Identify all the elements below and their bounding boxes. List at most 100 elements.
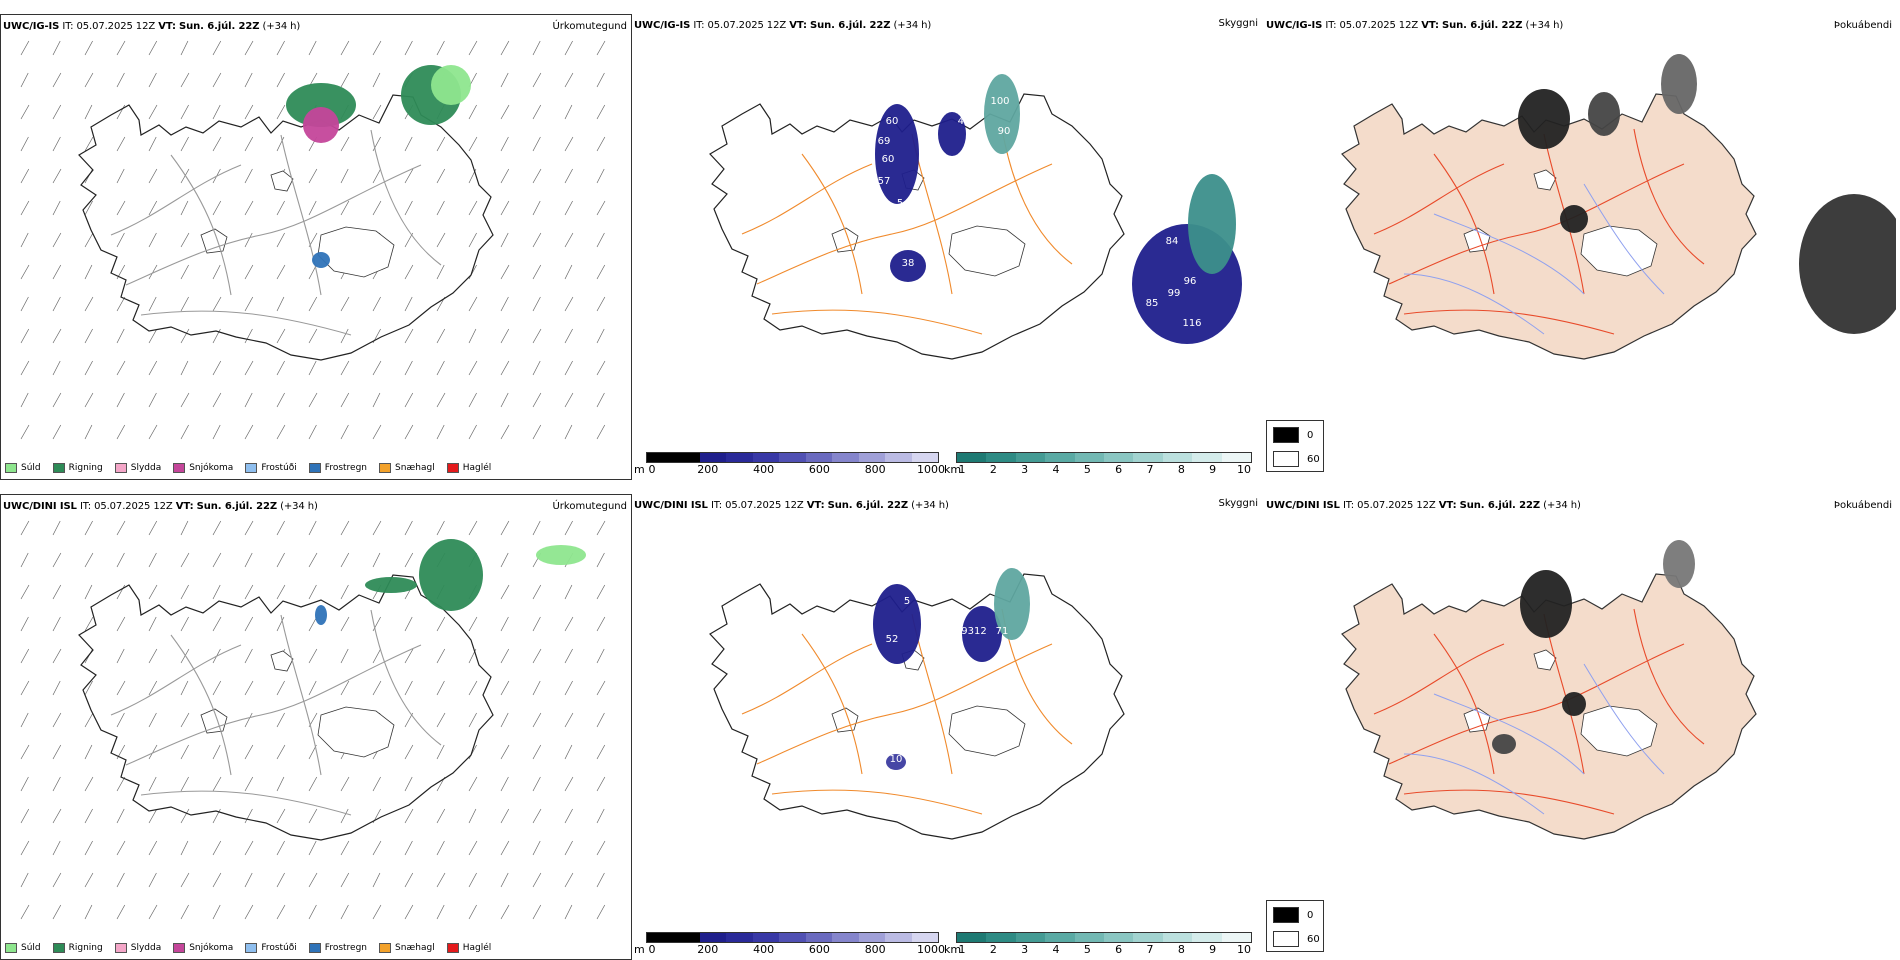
wind-barb [52,808,62,824]
wind-barb [116,136,126,152]
wind-barb [596,552,605,568]
wind-barb [404,328,414,344]
legend-swatch [446,943,459,953]
wind-barb [84,808,93,824]
road-line [771,789,983,815]
fog-legend-row: 0 [1273,427,1313,443]
wind-barb [500,40,510,56]
wind-barb [84,872,94,888]
wind-barb [372,40,382,56]
legend-label: Frostregn [324,943,368,953]
fog-legend: 0 60 [1266,420,1324,472]
wind-barb [372,840,382,856]
panel-title: Úrkomutegund [552,21,627,32]
wind-barb [84,904,93,920]
panel-title: Skyggni [1218,498,1258,509]
panel-header: UWC/IG-IS IT: 05.07.2025 12Z VT: Sun. 6.… [634,20,932,31]
legend-item: Frostregn [308,463,368,473]
wind-barb [532,392,542,408]
wind-barb [148,616,157,632]
wind-barb [500,424,510,440]
wind-barb [308,616,318,632]
wind-barb [276,712,285,728]
wind-barb [468,360,478,376]
cloud-base-label: 100 [990,96,1009,107]
wind-barb [404,552,414,568]
road-line [125,164,422,286]
legend-label: Frostregn [324,463,368,473]
wind-barb [212,552,222,568]
colorbar-tick: 5 [1083,463,1091,476]
wind-barb [500,776,509,792]
wind-barb [84,840,93,856]
wind-barb [436,232,446,248]
wind-barb [180,616,189,632]
wind-barb [244,136,254,152]
fog-legend-row: 60 [1273,451,1320,467]
colorbar-ticks: 0 200 400 600 800 1000 [646,943,946,956]
wind-barb [180,168,190,184]
wind-barb [84,104,93,120]
wind-barb [564,680,573,696]
wind-barb [596,776,606,792]
wind-barb [116,72,125,88]
wind-barb [500,840,510,856]
low-cloud-area [1188,174,1236,274]
wind-barb [116,616,126,632]
colorbar-ticks: 0 200 400 600 800 1000 [646,463,946,476]
wind-barb [276,776,285,792]
wind-barb [500,392,509,408]
colorbar-tick: 3 [1021,463,1029,476]
wind-barb [20,232,29,248]
colorbar-bin [1133,933,1163,942]
wind-barb [404,264,414,280]
cloud-base-label: 85 [1146,298,1159,309]
road-line [125,644,422,766]
wind-barb [532,328,542,344]
wind-barb [564,520,573,536]
wind-barb [148,232,157,248]
wind-barb [212,616,222,632]
wind-barb [564,232,574,248]
wind-barb [52,904,62,920]
wind-barb [564,392,574,408]
cloud-panel-row2: UWC/DINI ISL IT: 05.07.2025 12Z VT: Sun.… [632,494,1264,960]
cloud-base-label: 10 [890,754,903,765]
wind-barb [340,200,350,216]
iceland-map-group [78,539,586,841]
iceland-coastline [78,94,494,361]
wind-barb [116,168,125,184]
wind-barb [596,168,605,184]
wind-barb [532,712,542,728]
wind-barb [276,680,285,696]
river-line [1583,663,1665,775]
wind-barb [148,520,158,536]
wind-barb [500,360,510,376]
fog-legend-label: 60 [1307,933,1320,945]
wind-barb [596,872,605,888]
river-line [1433,213,1585,295]
fog-legend-label: 60 [1307,453,1320,465]
wind-barb [436,872,446,888]
wind-barb [500,552,509,568]
wind-barb [20,168,30,184]
wind-barb [532,232,542,248]
wind-barb [244,744,254,760]
wind-barb [244,264,254,280]
wind-barb [52,72,62,88]
wind-barb [500,872,509,888]
road-line [280,614,322,776]
legend-item: Snæhagl [379,943,435,953]
glacier-outline [200,708,228,734]
wind-barb [212,136,222,152]
wind-barb [436,200,445,216]
legend-item: Haglél [446,943,491,953]
fog-area [1663,540,1695,588]
fog-legend-swatch [1273,427,1299,443]
cloud-base-label: 60 [882,154,895,165]
legend-item: Snjókoma [173,943,233,953]
wind-barb [436,136,446,152]
colorbar-tick: 6 [1115,463,1123,476]
wind-barb [180,712,190,728]
wind-barb [212,424,221,440]
